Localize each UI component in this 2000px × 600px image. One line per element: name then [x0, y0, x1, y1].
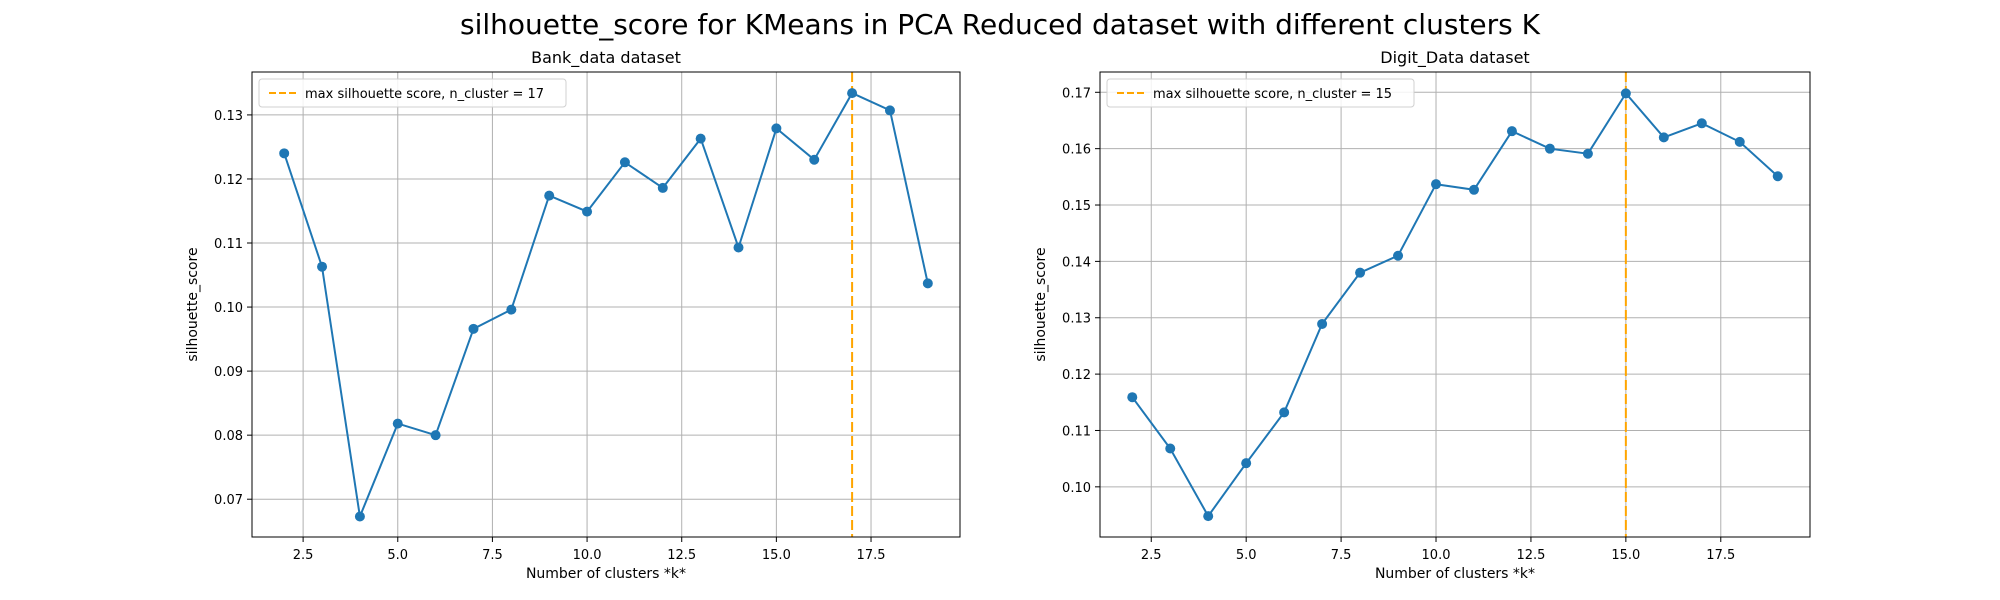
x-tick-label: 17.5 [1706, 548, 1735, 563]
data-point [430, 430, 441, 441]
data-point [884, 105, 895, 116]
data-point [1658, 132, 1669, 143]
panel-title: Bank_data dataset [531, 48, 681, 68]
data-point [1468, 184, 1479, 195]
y-tick-label: 0.09 [214, 365, 243, 380]
y-tick-label: 0.08 [214, 429, 243, 444]
data-point [582, 206, 593, 217]
data-point [1431, 179, 1442, 190]
y-tick-label: 0.15 [1062, 199, 1091, 214]
y-tick-label: 0.12 [1062, 368, 1091, 383]
data-point [1582, 148, 1593, 159]
data-point [1696, 118, 1707, 129]
x-tick-label: 12.5 [1516, 548, 1545, 563]
data-point [1317, 318, 1328, 329]
x-axis-label: Number of clusters *k* [526, 566, 686, 582]
y-tick-label: 0.17 [1062, 86, 1091, 101]
data-point [279, 148, 290, 159]
data-point [1544, 143, 1555, 154]
data-point [771, 123, 782, 134]
data-point [657, 182, 668, 193]
data-point [619, 157, 630, 168]
panel-title: Digit_Data dataset [1380, 48, 1529, 68]
chart-panel-2: 2.5 5.0 7.5 10.0 12.5 15.0 17.5 0.10 0.11 0.12 0.1… [1033, 48, 1811, 582]
legend: max silhouette score, n_cluster = 15 [1106, 78, 1415, 108]
legend-box [1106, 78, 1415, 108]
data-point [1203, 511, 1214, 522]
x-tick-label: 17.5 [857, 548, 886, 563]
data-point [1165, 443, 1176, 454]
x-tick-label: 5.0 [1236, 548, 1257, 563]
x-tick-label: 5.0 [387, 548, 408, 563]
data-point [809, 154, 820, 165]
x-tick-label: 10.0 [573, 548, 602, 563]
data-point [1734, 136, 1745, 147]
y-tick-label: 0.12 [214, 173, 243, 188]
data-point [1393, 250, 1404, 261]
data-point [733, 242, 744, 253]
data-point [1241, 458, 1252, 469]
data-point [1506, 126, 1517, 137]
x-tick-label: 15.0 [1611, 548, 1640, 563]
x-tick-label: 7.5 [482, 548, 503, 563]
data-point [506, 304, 517, 315]
figure-title: silhouette_score for KMeans in PCA Reduc… [460, 8, 1541, 41]
data-point [922, 278, 933, 289]
y-tick-label: 0.11 [1062, 424, 1091, 439]
legend-label: max silhouette score, n_cluster = 17 [305, 87, 544, 102]
axes-frame [251, 71, 961, 538]
y-tick-label: 0.11 [214, 237, 243, 252]
y-tick-label: 0.13 [214, 109, 243, 124]
y-tick-label: 0.14 [1062, 255, 1091, 270]
data-point [468, 323, 479, 334]
data-point [1127, 392, 1138, 403]
data-point [317, 261, 328, 272]
axes-frame [1099, 71, 1811, 538]
y-tick-label: 0.10 [214, 301, 243, 316]
y-axis-label: silhouette_score [1033, 247, 1049, 361]
data-point [1279, 407, 1290, 418]
data-point [544, 190, 555, 201]
y-tick-label: 0.16 [1062, 143, 1091, 158]
data-point [392, 418, 403, 429]
x-tick-label: 7.5 [1331, 548, 1352, 563]
x-tick-label: 15.0 [762, 548, 791, 563]
x-axis-label: Number of clusters *k* [1375, 566, 1535, 582]
x-tick-label: 2.5 [293, 548, 314, 563]
legend-box [258, 78, 567, 108]
data-point [1772, 171, 1783, 182]
data-point [847, 88, 858, 99]
chart-panels: 2.5 5.0 7.5 10.0 12.5 15.0 17.5 0.07 0.08 0.09 0.1… [185, 48, 1811, 582]
y-tick-label: 0.07 [214, 493, 243, 508]
y-tick-label: 0.13 [1062, 312, 1091, 327]
y-axis-label: silhouette_score [185, 247, 201, 361]
series-line [1131, 91, 1779, 518]
x-tick-label: 2.5 [1141, 548, 1162, 563]
legend-label: max silhouette score, n_cluster = 15 [1153, 87, 1392, 102]
legend: max silhouette score, n_cluster = 17 [258, 78, 567, 108]
data-point [1355, 267, 1366, 278]
y-tick-label: 0.10 [1062, 481, 1091, 496]
x-tick-label: 10.0 [1422, 548, 1451, 563]
data-point [695, 133, 706, 144]
chart-panel-1: 2.5 5.0 7.5 10.0 12.5 15.0 17.5 0.07 0.08 0.09 0.1… [185, 48, 961, 582]
series-line [283, 91, 929, 521]
data-point [354, 511, 365, 522]
data-point [1620, 88, 1631, 99]
x-tick-label: 12.5 [667, 548, 696, 563]
